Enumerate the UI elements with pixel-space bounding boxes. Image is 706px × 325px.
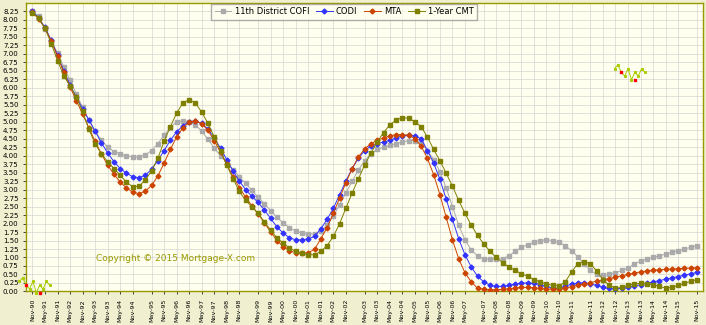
- 11th District COFI: [599, 273, 607, 277]
- 1-Year CMT: [28, 11, 37, 15]
- 11th District COFI: [693, 244, 701, 248]
- Text: Copyright © 2015 Mortgage-X.com: Copyright © 2015 Mortgage-X.com: [95, 254, 255, 263]
- 1-Year CMT: [624, 283, 633, 287]
- CODI: [229, 169, 237, 173]
- 1-Year CMT: [655, 284, 664, 288]
- Line: MTA: MTA: [30, 10, 699, 292]
- Legend: 11th District COFI, CODI, MTA, 1-Year CMT: 11th District COFI, CODI, MTA, 1-Year CM…: [212, 4, 477, 20]
- 1-Year CMT: [229, 177, 237, 181]
- MTA: [693, 266, 701, 270]
- Line: CODI: CODI: [30, 9, 699, 291]
- 1-Year CMT: [561, 280, 570, 284]
- 1-Year CMT: [530, 278, 538, 281]
- 1-Year CMT: [498, 261, 507, 265]
- 11th District COFI: [28, 9, 37, 13]
- Line: 11th District COFI: 11th District COFI: [30, 9, 700, 278]
- Line: 1-Year CMT: 1-Year CMT: [30, 10, 700, 291]
- 11th District COFI: [561, 244, 570, 248]
- 11th District COFI: [655, 254, 664, 258]
- MTA: [28, 10, 37, 14]
- CODI: [624, 285, 633, 289]
- CODI: [655, 279, 664, 282]
- 11th District COFI: [229, 168, 237, 172]
- MTA: [568, 285, 576, 289]
- 11th District COFI: [498, 257, 507, 261]
- MTA: [486, 288, 494, 292]
- 11th District COFI: [624, 266, 633, 270]
- 11th District COFI: [530, 240, 538, 244]
- CODI: [561, 284, 570, 288]
- MTA: [229, 175, 237, 179]
- MTA: [655, 268, 664, 272]
- MTA: [624, 273, 633, 277]
- 1-Year CMT: [693, 278, 701, 281]
- CODI: [498, 284, 507, 288]
- MTA: [536, 286, 544, 290]
- 1-Year CMT: [611, 286, 620, 290]
- CODI: [28, 9, 37, 13]
- CODI: [611, 287, 620, 291]
- CODI: [530, 281, 538, 285]
- CODI: [693, 270, 701, 274]
- MTA: [505, 287, 513, 291]
